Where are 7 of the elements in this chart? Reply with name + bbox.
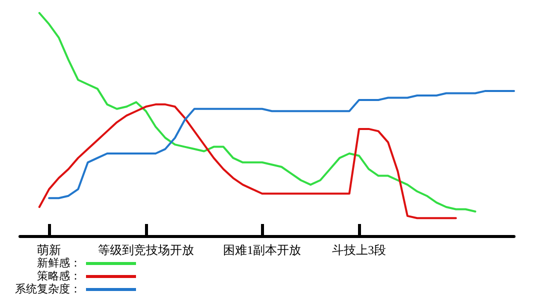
legend-label: 策略感： <box>37 270 81 282</box>
legend-label: 系统复杂度： <box>15 282 81 296</box>
x-tick-label: 斗技上3段 <box>332 243 386 257</box>
x-tick-label: 萌新 <box>37 243 62 257</box>
x-tick-label: 等级到竞技场开放 <box>98 243 194 257</box>
legend-label: 新鲜感： <box>37 256 81 270</box>
x-tick-label: 困难1副本开放 <box>223 243 302 257</box>
